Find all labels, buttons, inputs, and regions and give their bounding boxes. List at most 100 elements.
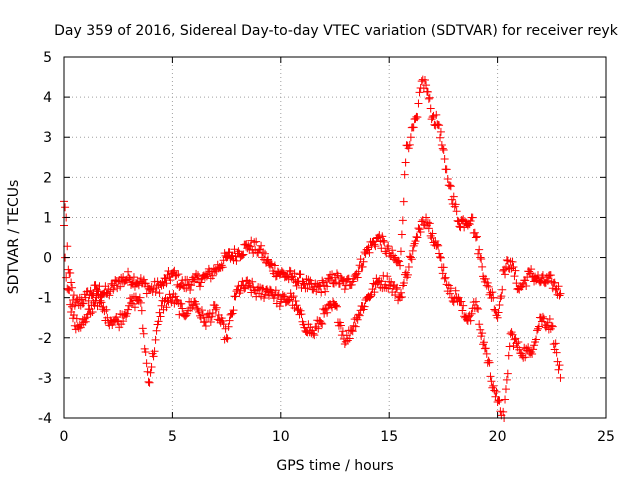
data-point-fill	[152, 326, 161, 335]
data-point-fill	[466, 316, 475, 325]
data-point-fill	[388, 246, 397, 255]
data-point-fill	[146, 368, 155, 377]
data-point-fill	[378, 232, 387, 241]
data-point-fill	[522, 282, 531, 291]
data-point-fill	[442, 165, 451, 174]
data-point-fill	[365, 248, 374, 257]
data-point-fill	[343, 336, 352, 345]
data-point-fill	[86, 309, 95, 318]
data-point-fill	[353, 315, 362, 324]
data-point-fill	[436, 253, 445, 262]
data-point-fill	[509, 262, 518, 271]
data-point	[157, 281, 166, 290]
data-point-fill	[236, 286, 245, 295]
data-point-fill	[126, 274, 135, 283]
data-point-fill	[278, 290, 287, 299]
data-point-fill	[68, 302, 77, 311]
data-point-fill	[475, 245, 484, 254]
data-point-fill	[458, 306, 467, 315]
data-point	[341, 337, 350, 346]
data-point-fill	[69, 291, 78, 300]
data-point-fill	[397, 288, 406, 297]
data-point-fill	[502, 256, 511, 265]
data-point-fill	[63, 242, 72, 251]
data-point-fill	[94, 290, 103, 299]
data-point-fill	[302, 274, 311, 283]
data-point-fill	[546, 271, 555, 280]
data-point-fill	[296, 270, 305, 279]
data-point-fill	[154, 317, 163, 326]
data-point-fill	[155, 289, 164, 298]
data-point	[489, 381, 498, 390]
data-point	[244, 241, 253, 250]
data-point	[413, 233, 422, 242]
data-point-fill	[554, 282, 563, 291]
data-point-fill	[198, 310, 207, 319]
data-point-fill	[84, 296, 93, 305]
data-point	[352, 269, 361, 278]
data-point-fill	[238, 277, 247, 286]
data-point	[506, 329, 515, 338]
data-point-fill	[508, 257, 517, 266]
data-point-fill	[224, 322, 233, 331]
data-point-fill	[188, 303, 197, 312]
data-point-fill	[521, 276, 530, 285]
data-point-fill	[408, 246, 417, 255]
data-point-fill	[303, 284, 312, 293]
data-point-fill	[459, 301, 468, 310]
data-point-fill	[97, 298, 106, 307]
data-point-fill	[271, 286, 280, 295]
data-point-fill	[425, 93, 434, 102]
data-point-fill	[440, 154, 449, 163]
data-point-fill	[414, 99, 423, 108]
data-point-fill	[172, 271, 181, 280]
data-point-fill	[345, 334, 354, 343]
data-point-fill	[409, 241, 418, 250]
data-point-fill	[451, 286, 460, 295]
data-point-fill	[502, 375, 511, 384]
data-point-fill	[332, 302, 341, 311]
data-point-fill	[457, 297, 466, 306]
data-point-fill	[196, 278, 205, 287]
data-point-fill	[229, 306, 238, 315]
data-point-fill	[342, 275, 351, 284]
data-point	[556, 289, 565, 298]
data-point-fill	[462, 315, 471, 324]
data-point	[493, 313, 502, 322]
data-point-fill	[545, 314, 554, 323]
data-point-fill	[434, 241, 443, 250]
data-point-fill	[100, 307, 109, 316]
grid	[64, 57, 606, 418]
data-point-fill	[371, 242, 380, 251]
data-point-fill	[192, 299, 201, 308]
data-point-fill	[137, 306, 146, 315]
data-point-fill	[481, 344, 490, 353]
data-point-fill	[193, 275, 202, 284]
data-point-fill	[128, 299, 137, 308]
y-axis-label: SDTVAR / TECUs	[6, 180, 22, 295]
data-point	[64, 265, 73, 274]
data-point-fill	[381, 247, 390, 256]
x-tick-label: 25	[597, 429, 615, 445]
data-point	[406, 133, 415, 142]
data-point-fill	[206, 318, 215, 327]
data-point-fill	[478, 329, 487, 338]
data-point-fill	[555, 291, 564, 300]
data-point	[363, 245, 372, 254]
x-tick-label: 20	[489, 429, 507, 445]
data-point	[489, 293, 498, 302]
data-point-fill	[484, 282, 493, 291]
data-point-fill	[465, 311, 474, 320]
data-point-fill	[394, 256, 403, 265]
data-point-fill	[347, 326, 356, 335]
data-point-fill	[369, 279, 378, 288]
data-point-fill	[175, 310, 184, 319]
data-point-fill	[435, 253, 444, 262]
data-point-fill	[123, 309, 132, 318]
data-point-fill	[375, 276, 384, 285]
data-point-fill	[142, 359, 151, 368]
data-point-fill	[401, 158, 410, 167]
data-point-fill	[203, 269, 212, 278]
data-point	[467, 309, 476, 318]
data-point-fill	[544, 271, 553, 280]
